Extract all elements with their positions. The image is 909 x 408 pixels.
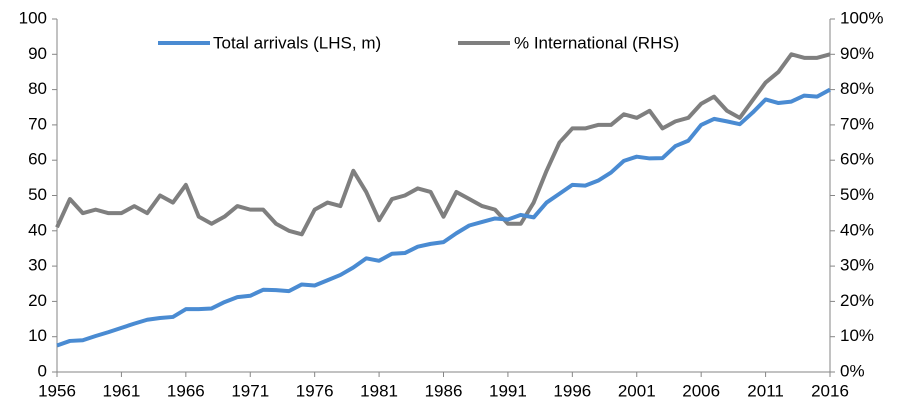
y-tick-label: 60 bbox=[28, 150, 47, 169]
y2-tick-label: 60% bbox=[840, 150, 874, 169]
y-tick-label: 10 bbox=[28, 326, 47, 345]
x-tick-label: 1976 bbox=[296, 381, 334, 400]
x-tick-label: 1961 bbox=[103, 381, 141, 400]
x-tick-label: 1971 bbox=[231, 381, 269, 400]
legend-label: % International (RHS) bbox=[514, 33, 679, 52]
y2-tick-label: 0% bbox=[840, 361, 865, 380]
x-tick-label: 2006 bbox=[682, 381, 720, 400]
x-tick-label: 1986 bbox=[425, 381, 463, 400]
x-tick-label: 2001 bbox=[618, 381, 656, 400]
y2-tick-label: 20% bbox=[840, 291, 874, 310]
y-tick-label: 90 bbox=[28, 44, 47, 63]
y-tick-label: 80 bbox=[28, 79, 47, 98]
x-tick-label: 1996 bbox=[553, 381, 591, 400]
y-tick-label: 100 bbox=[19, 8, 47, 27]
y2-tick-label: 90% bbox=[840, 44, 874, 63]
y2-tick-label: 100% bbox=[840, 8, 883, 27]
x-tick-label: 1966 bbox=[167, 381, 205, 400]
series-line bbox=[56, 87, 831, 348]
y-tick-label: 20 bbox=[28, 291, 47, 310]
y-tick-label: 70 bbox=[28, 114, 47, 133]
y2-tick-label: 10% bbox=[840, 326, 874, 345]
y2-tick-label: 30% bbox=[840, 256, 874, 275]
y-tick-label: 30 bbox=[28, 256, 47, 275]
series-line bbox=[55, 52, 831, 237]
y-tick-label: 40 bbox=[28, 220, 47, 239]
y-tick-label: 0 bbox=[38, 361, 47, 380]
x-tick-label: 1956 bbox=[38, 381, 76, 400]
y2-tick-label: 80% bbox=[840, 79, 874, 98]
y-tick-label: 50 bbox=[28, 185, 47, 204]
legend-label: Total arrivals (LHS, m) bbox=[213, 33, 381, 52]
x-tick-label: 2011 bbox=[747, 381, 784, 400]
y2-tick-label: 70% bbox=[840, 114, 874, 133]
y2-tick-label: 50% bbox=[840, 185, 874, 204]
x-tick-label: 1981 bbox=[360, 381, 398, 400]
x-tick-label: 2016 bbox=[811, 381, 849, 400]
y2-tick-label: 40% bbox=[840, 220, 874, 239]
x-tick-label: 1991 bbox=[489, 381, 527, 400]
